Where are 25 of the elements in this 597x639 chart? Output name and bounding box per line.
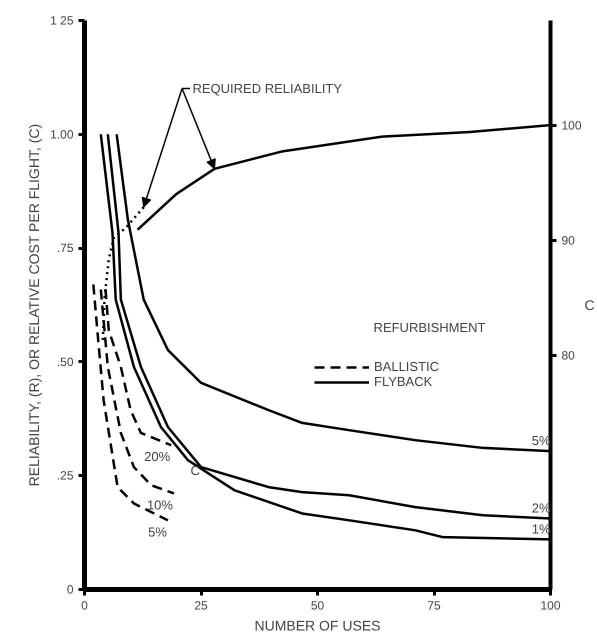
y2-tick-label: 90 bbox=[562, 234, 576, 248]
annotation: REFURBISHMENT bbox=[374, 320, 486, 335]
y-tick-label: .75 bbox=[56, 241, 74, 256]
x-tick-label: 100 bbox=[540, 598, 561, 612]
annotation: 10% bbox=[146, 497, 174, 512]
y2-tick-label: 80 bbox=[562, 348, 576, 363]
legend-label: BALLISTIC bbox=[374, 359, 440, 374]
y-axis-title: RELIABILITY, (R), OR RELATIVE COST PER FLIGHT, (C) bbox=[26, 124, 42, 486]
annotation: C bbox=[190, 463, 200, 478]
text: C bbox=[584, 297, 595, 313]
y-tick-label: .25 bbox=[56, 468, 74, 483]
x-axis-title: NUMBER OF USES bbox=[254, 618, 381, 634]
annotation: REQUIRED RELIABILITY bbox=[192, 81, 342, 96]
annotation: 5% bbox=[148, 524, 168, 540]
y-tick-label: 0 bbox=[66, 582, 74, 596]
x-tick-label: 75 bbox=[427, 598, 441, 612]
x-tick-label: 25 bbox=[194, 598, 208, 612]
y2-tick-label: 100 bbox=[562, 118, 582, 133]
annotation: 20% bbox=[144, 449, 171, 464]
x-tick-label: 50 bbox=[310, 598, 324, 612]
x-tick-label: 0 bbox=[81, 598, 88, 612]
y-tick-label: .50 bbox=[56, 354, 74, 369]
y-tick-label: 1 25 bbox=[50, 14, 74, 28]
legend-label: FLYBACK bbox=[374, 374, 432, 389]
y-tick-label: 1.00 bbox=[50, 127, 74, 142]
